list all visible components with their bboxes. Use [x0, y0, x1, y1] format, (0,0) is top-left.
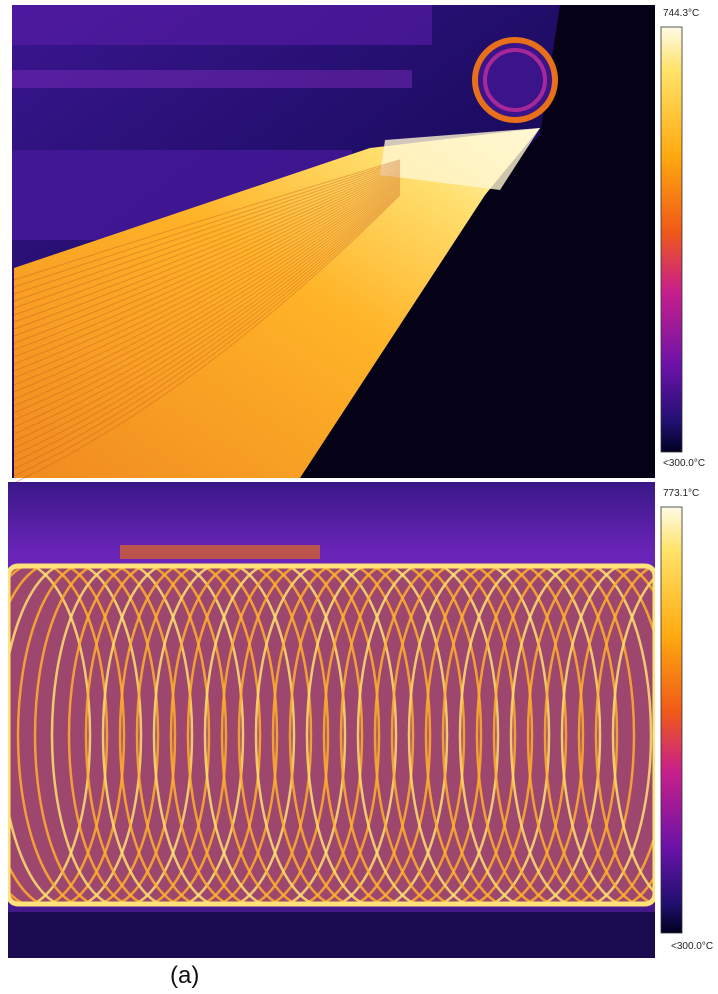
- scale-min-label: <300.0°C: [663, 458, 705, 469]
- color-scale: [661, 507, 682, 933]
- color-scale: [661, 27, 682, 452]
- scale-max-label: 744.3°C: [663, 8, 699, 19]
- thermal-image-top: [12, 5, 655, 483]
- scale-max-label: 773.1°C: [663, 488, 699, 499]
- caption: (a): [170, 962, 199, 989]
- thermal-image-bottom: [0, 482, 718, 958]
- scale-min-label: <300.0°C: [671, 941, 713, 952]
- figure: 744.3°C <300.0°C 773.1°C <300.0°C (a): [0, 0, 718, 989]
